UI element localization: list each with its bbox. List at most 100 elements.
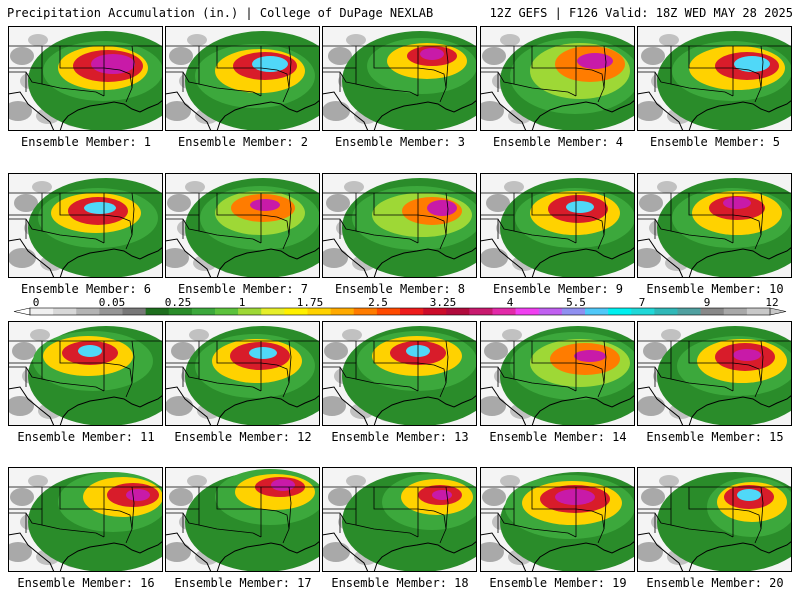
precip-map (322, 321, 477, 426)
colorbar-swatch (145, 308, 170, 315)
ensemble-map-20 (637, 467, 792, 572)
precip-map (480, 321, 635, 426)
colorbar-swatch (284, 308, 308, 315)
ensemble-map-10 (637, 173, 792, 278)
colorbar-tick-label: 7 (639, 297, 646, 309)
colorbar-swatch (446, 308, 470, 315)
ensemble-member-label: Ensemble Member: 16 (17, 576, 155, 590)
precip-map (480, 26, 635, 131)
colorbar-graphic: 0 0.05 0.25 1 1.75 2.5 3.25 4 5.5 7 9 12 (13, 297, 787, 316)
precip-map (480, 467, 635, 572)
ensemble-member-label: Ensemble Member: 8 (334, 282, 466, 296)
ensemble-member-label: Ensemble Member: 19 (489, 576, 627, 590)
ensemble-map-9 (480, 173, 635, 278)
ensemble-member-label: Ensemble Member: 4 (492, 135, 624, 149)
ensemble-member-label: Ensemble Member: 18 (331, 576, 469, 590)
colorbar-swatch (677, 308, 701, 315)
precip-map (8, 173, 163, 278)
ensemble-member-label: Ensemble Member: 7 (177, 282, 309, 296)
precip-map (165, 321, 320, 426)
colorbar-tick-label: 1.75 (297, 297, 324, 309)
colorbar-swatch (99, 308, 123, 315)
colorbar-swatch (631, 308, 655, 315)
ensemble-member-label: Ensemble Member: 1 (20, 135, 152, 149)
colorbar-swatch (168, 308, 193, 315)
colorbar-tick-label: 0 (33, 297, 40, 309)
ensemble-member-label: Ensemble Member: 13 (331, 430, 469, 444)
ensemble-member-label: Ensemble Member: 6 (20, 282, 152, 296)
precip-map (637, 467, 792, 572)
ensemble-map-14 (480, 321, 635, 426)
ensemble-map-18 (322, 467, 477, 572)
ensemble-member-label: Ensemble Member: 14 (489, 430, 627, 444)
colorbar-swatch (746, 308, 771, 315)
colorbar-swatch (215, 308, 239, 315)
precip-map (8, 321, 163, 426)
colorbar-tick-label: 0.05 (99, 297, 126, 309)
ensemble-map-15 (637, 321, 792, 426)
colorbar-tick-label: 5.5 (566, 297, 586, 309)
ensemble-member-label: Ensemble Member: 17 (174, 576, 312, 590)
colorbar-right-arrow (769, 307, 787, 316)
ensemble-member-label: Ensemble Member: 3 (334, 135, 466, 149)
colorbar-swatch (723, 308, 748, 315)
precip-map (322, 467, 477, 572)
ensemble-map-4 (480, 26, 635, 131)
ensemble-map-2 (165, 26, 320, 131)
precip-map (322, 173, 477, 278)
colorbar-tick-label: 9 (704, 297, 711, 309)
colorbar-swatch (469, 308, 493, 315)
ensemble-map-12 (165, 321, 320, 426)
ensemble-map-1 (8, 26, 163, 131)
colorbar-swatch (122, 308, 146, 315)
colorbar-swatch (515, 308, 540, 315)
colorbar-swatch (238, 308, 262, 315)
ensemble-member-label: Ensemble Member: 11 (17, 430, 155, 444)
colorbar-swatch (353, 308, 378, 315)
map-title: Precipitation Accumulation (in.) | Colle… (7, 6, 434, 20)
colorbar-swatch (492, 308, 516, 315)
precip-map (165, 173, 320, 278)
colorbar-tick-label: 1 (239, 297, 246, 309)
precip-map (8, 467, 163, 572)
ensemble-member-label: Ensemble Member: 2 (177, 135, 309, 149)
colorbar-swatch (585, 308, 609, 315)
colorbar-swatch (400, 308, 424, 315)
model-run-info: 12Z GEFS | F126 Valid: 18Z WED MAY 28 20… (489, 6, 793, 20)
colorbar-swatch (76, 308, 100, 315)
precip-map (322, 26, 477, 131)
ensemble-map-7 (165, 173, 320, 278)
colorbar-tick-label: 2.5 (368, 297, 388, 309)
colorbar-swatch (423, 308, 447, 315)
ensemble-map-17 (165, 467, 320, 572)
colorbar-swatch (700, 308, 725, 315)
colorbar-swatch (191, 308, 216, 315)
colorbar-swatch (608, 308, 632, 315)
precip-map (165, 467, 320, 572)
colorbar-tick-label: 12 (765, 297, 778, 309)
colorbar-tick-label: 0.25 (165, 297, 192, 309)
ensemble-member-label: Ensemble Member: 10 (646, 282, 784, 296)
colorbar-swatch (330, 308, 355, 315)
colorbar-swatch (261, 308, 285, 315)
colorbar-tick-label: 4 (507, 297, 514, 309)
precip-map (165, 26, 320, 131)
precip-map (480, 173, 635, 278)
ensemble-map-16 (8, 467, 163, 572)
colorbar-swatch (53, 308, 77, 315)
precip-map (637, 26, 792, 131)
precip-map (637, 321, 792, 426)
ensemble-map-8 (322, 173, 477, 278)
precip-map (637, 173, 792, 278)
ensemble-member-label: Ensemble Member: 15 (646, 430, 784, 444)
ensemble-map-6 (8, 173, 163, 278)
precipitation-colorbar: 0 0.05 0.25 1 1.75 2.5 3.25 4 5.5 7 9 12 (10, 297, 790, 323)
colorbar-swatch (538, 308, 563, 315)
colorbar-left-arrow (13, 307, 31, 316)
ensemble-map-5 (637, 26, 792, 131)
precip-map (8, 26, 163, 131)
ensemble-member-label: Ensemble Member: 12 (174, 430, 312, 444)
ensemble-member-label: Ensemble Member: 20 (646, 576, 784, 590)
colorbar-swatch (376, 308, 401, 315)
ensemble-map-13 (322, 321, 477, 426)
